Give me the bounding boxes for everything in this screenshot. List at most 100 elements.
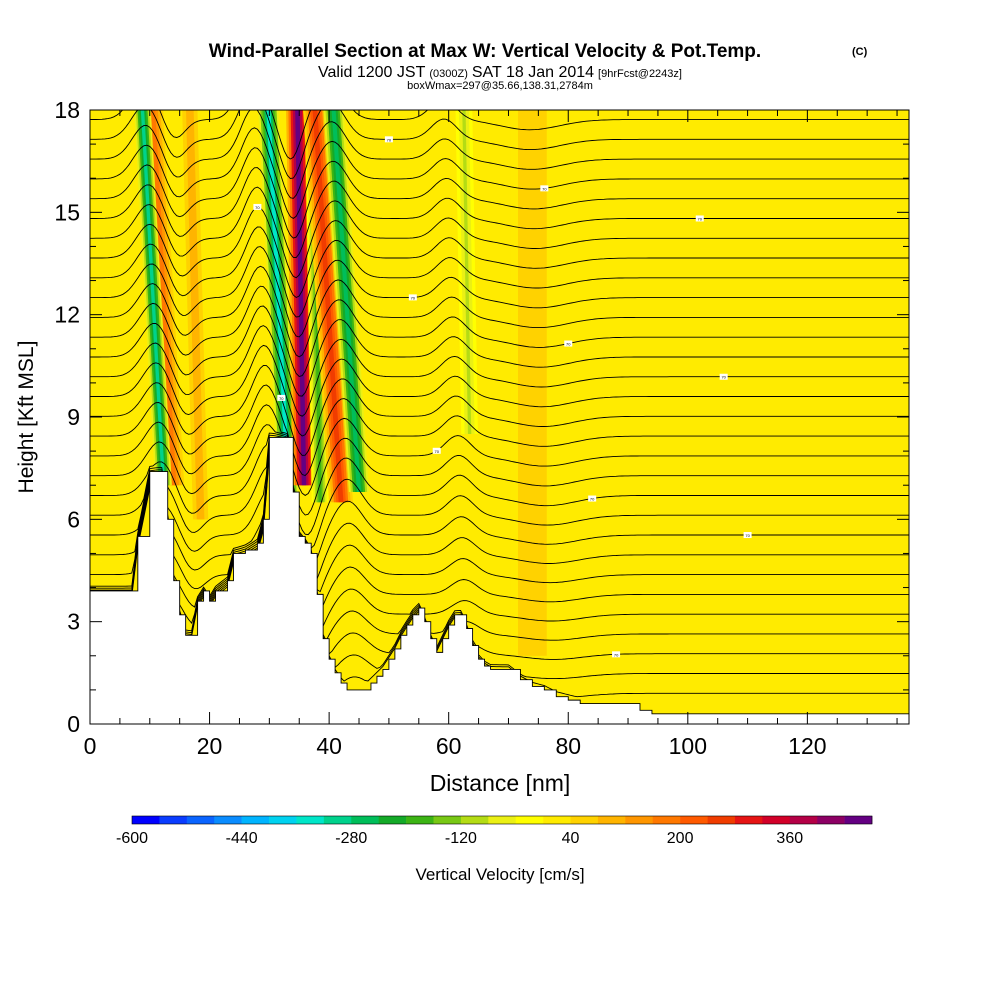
updraft-band [525, 110, 540, 656]
contour-label-box [695, 215, 704, 222]
x-tick-label: 120 [788, 733, 826, 759]
theta-contour-line [90, 443, 909, 613]
theta-contour-line [90, 305, 909, 397]
theta-contour-line [90, 365, 909, 456]
colorbar-swatch [597, 816, 626, 824]
contour-label-box [564, 340, 573, 347]
colorbar-tick-label: 360 [776, 830, 803, 847]
colorbar-swatch [406, 816, 434, 824]
theta-contour-line [90, 147, 909, 239]
theta-contour-line [90, 110, 909, 199]
contour-label: 70 [387, 137, 392, 142]
downdraft-band [140, 110, 166, 486]
title-block: Wind-Parallel Section at Max W: Vertical… [209, 41, 868, 92]
colorbar-swatch [844, 816, 873, 824]
theta-contour-line [90, 424, 909, 516]
x-tick-label: 60 [436, 733, 462, 759]
terrain-profile [90, 437, 909, 724]
theta-contour-line [90, 344, 909, 437]
theta-contour-line [90, 437, 909, 567]
colorbar-swatch [762, 816, 791, 824]
downdraft-band [462, 110, 472, 435]
forecast-info: [9hrFcst@2243z] [598, 68, 682, 80]
contour-label: 70 [721, 375, 726, 380]
y-tick-label: 18 [54, 97, 80, 123]
y-tick-label: 0 [67, 711, 80, 737]
contour-label-box [719, 373, 728, 380]
colorbar-tick-label: 40 [562, 830, 580, 847]
theta-contour-line [90, 325, 909, 417]
contour-label: 70 [590, 497, 595, 502]
x-tick-label: 80 [555, 733, 581, 759]
y-axis-label: Height [Kft MSL] [15, 341, 38, 494]
utc-time: (0300Z) [429, 68, 468, 80]
valid-time-line: Valid 1200 JST (0300Z) SAT 18 Jan 2014 [9hr… [318, 64, 682, 81]
contour-label-box [408, 294, 417, 301]
x-tick-label: 40 [316, 733, 342, 759]
theta-contour-line [90, 285, 909, 378]
colorbar-swatch [515, 816, 544, 824]
axes: 0 20 40 60 80 100 120 0 3 6 9 12 15 18 [54, 97, 909, 759]
colorbar-frame [131, 815, 873, 825]
downdraft-band [331, 110, 362, 493]
plot-area: 70 70 70 70 70 70 70 70 70 70 70 70 [90, 110, 909, 724]
theta-contour-line [90, 110, 909, 179]
colorbar-swatch [214, 816, 242, 824]
colorbar-swatch [543, 816, 571, 824]
contour-label: 70 [745, 533, 750, 538]
colorbar-tick-label: -600 [116, 830, 148, 847]
colorbar-swatch [296, 816, 325, 824]
contour-label: 70 [566, 342, 571, 347]
contour-label: 70 [542, 186, 547, 191]
colorbar-label: Vertical Velocity [cm/s] [415, 865, 584, 884]
theta-contour-line [90, 384, 909, 477]
y-tick-label: 15 [54, 199, 80, 225]
updraft-band [150, 110, 177, 486]
chart-title: Wind-Parallel Section at Max W: Vertical… [209, 41, 761, 62]
colorbar-swatch [707, 816, 736, 824]
y-tick-label: 12 [54, 302, 80, 328]
colorbar-swatch [570, 816, 599, 824]
contour-label-box [540, 185, 549, 192]
colorbar-swatch [652, 816, 681, 824]
colorbar-swatch [433, 816, 462, 824]
colorbar-swatch [625, 816, 654, 824]
x-axis-label: Distance [nm] [430, 770, 571, 796]
colorbar-swatch [186, 816, 215, 824]
colorbar-swatch [132, 816, 160, 824]
colorbar-swatch [460, 816, 489, 824]
theta-contour-line [90, 450, 909, 660]
valid-date: SAT 18 Jan 2014 [472, 64, 594, 81]
x-tick-label: 20 [197, 733, 223, 759]
colorbar-swatch [789, 816, 818, 824]
contour-label-box [253, 203, 262, 210]
updraft-band [295, 110, 307, 486]
theta-contour-line [90, 439, 909, 580]
colorbar-swatch [159, 816, 188, 824]
contour-label: 70 [614, 652, 619, 657]
theta-contour-line [90, 110, 909, 160]
contour-label-box [588, 495, 597, 502]
contour-label: 70 [435, 449, 440, 454]
colorbar-swatch [734, 816, 763, 824]
colorbar-tick-label: -280 [335, 830, 367, 847]
terrain-mask [90, 437, 909, 724]
x-tick-label: 0 [84, 733, 97, 759]
contour-label-box [743, 532, 752, 539]
contour-label: 70 [411, 295, 416, 300]
theta-contour-line [90, 432, 909, 536]
contour-label-box [277, 394, 286, 401]
colorbar-swatch [241, 816, 270, 824]
contour-label: 70 [279, 396, 284, 401]
colorbar-swatch [817, 816, 845, 824]
theta-contour-line [90, 186, 909, 279]
contour-label: 70 [255, 205, 260, 210]
x-tick-label: 100 [669, 733, 707, 759]
colorbar-swatch [378, 816, 407, 824]
colorbar-swatch [323, 816, 352, 824]
contour-label-box [384, 136, 393, 143]
theta-contour-line [90, 246, 909, 338]
theta-contour-line [90, 452, 909, 680]
colorbar-swatch [488, 816, 517, 824]
